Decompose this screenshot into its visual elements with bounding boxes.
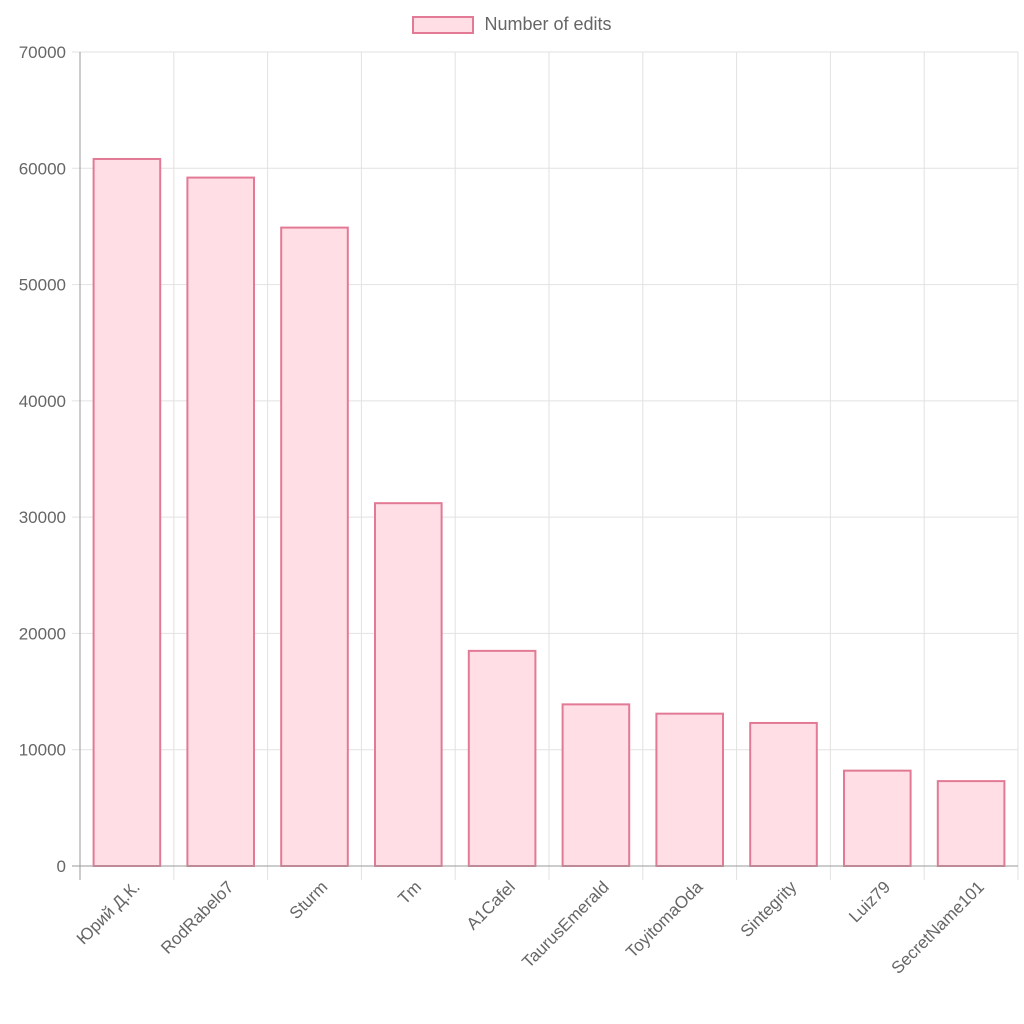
x-tick-label: Sturm bbox=[286, 877, 331, 922]
legend-swatch bbox=[412, 15, 475, 34]
x-tick-label: Sintegrity bbox=[737, 877, 801, 941]
bar bbox=[655, 712, 724, 867]
x-tick-label: RodRabelo7 bbox=[157, 877, 237, 957]
y-tick-label: 20000 bbox=[19, 624, 66, 643]
bar bbox=[749, 721, 818, 867]
bar bbox=[561, 703, 631, 867]
y-tick-label: 10000 bbox=[19, 741, 66, 760]
x-tick-label: Luiz79 bbox=[845, 877, 894, 926]
legend-label: Number of edits bbox=[484, 14, 612, 34]
y-tick-label: 40000 bbox=[19, 392, 66, 411]
bar bbox=[186, 176, 255, 868]
bar bbox=[280, 226, 349, 867]
y-tick-label: 30000 bbox=[19, 508, 66, 527]
bar bbox=[843, 769, 912, 867]
x-tick-label: A1Cafel bbox=[463, 877, 519, 933]
y-tick-label: 0 bbox=[57, 857, 66, 876]
bar bbox=[374, 502, 443, 867]
x-tick-label: Tm bbox=[394, 877, 425, 908]
legend[interactable]: Number of edits bbox=[0, 14, 1024, 35]
x-tick-label: SecretName101 bbox=[888, 877, 988, 977]
bar bbox=[467, 649, 537, 867]
y-tick-label: 50000 bbox=[19, 276, 66, 295]
bar bbox=[92, 157, 162, 868]
x-tick-label: TaurusEmerald bbox=[518, 877, 612, 971]
y-tick-label: 60000 bbox=[19, 159, 66, 178]
x-tick-label: Юрий Д.К. bbox=[73, 877, 144, 948]
x-tick-label: ToyitomaOda bbox=[622, 877, 707, 962]
bar bbox=[936, 780, 1006, 868]
y-tick-label: 70000 bbox=[19, 43, 66, 62]
